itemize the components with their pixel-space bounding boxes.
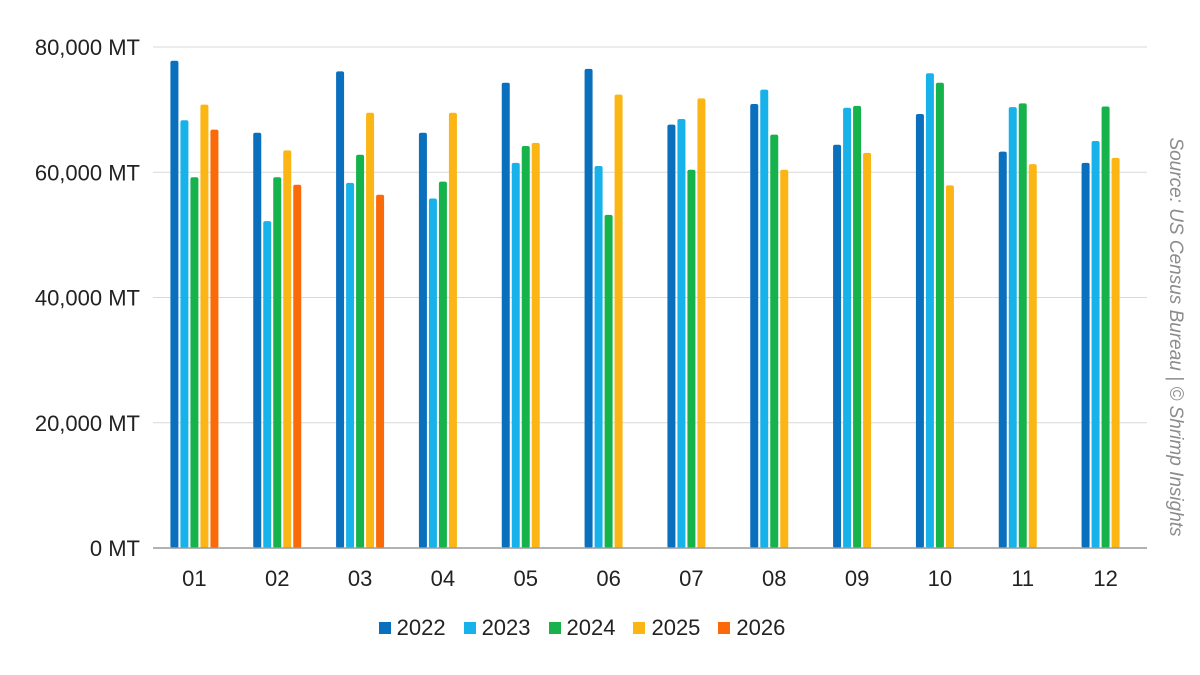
bar-2022-08 [750,103,759,549]
bar-2025-03 [366,112,375,548]
legend-swatch [718,622,731,634]
bar-2024-01 [190,177,199,548]
y-tick-label: 80,000 MT [35,35,140,60]
legend-swatch [378,622,391,634]
bar-2025-10 [945,185,954,548]
legend-item-2025: 2025 [633,615,700,641]
legend: 2022 2023 2024 2025 2026 [0,610,1182,646]
bar-2022-09 [833,144,842,548]
bar-2024-06 [604,214,613,548]
bar-2023-11 [1008,107,1017,549]
bar-2024-07 [687,169,696,548]
x-tick-label: 01 [182,566,206,591]
bar-2024-09 [853,105,862,549]
bar-2024-12 [1101,106,1110,549]
bar-2025-06 [614,94,623,548]
bar-2023-08 [760,89,769,549]
y-tick-label: 0 MT [90,536,140,561]
bar-2025-01 [200,104,209,549]
legend-label: 2026 [736,615,786,640]
y-tick-label: 20,000 MT [35,411,140,436]
legend-label: 2022 [396,615,446,640]
bar-2025-08 [780,169,789,548]
legend-item-2026: 2026 [718,615,785,641]
bar-2025-11 [1028,164,1037,548]
y-tick-label: 40,000 MT [35,286,140,311]
x-tick-label: 12 [1093,566,1117,591]
x-tick-label: 04 [431,566,455,591]
legend-label: 2025 [651,615,701,640]
source-text: Source: US Census Bureau | © Shrimp Insi… [1165,137,1186,537]
bar-2024-02 [273,177,282,548]
legend-item-2023: 2023 [463,615,531,641]
x-tick-label: 10 [928,566,952,591]
bar-2024-08 [770,134,779,549]
bar-2022-11 [998,151,1007,549]
bar-2023-09 [843,107,852,548]
bar-2024-11 [1018,103,1027,549]
bar-2025-09 [863,152,872,548]
bar-2025-12 [1111,157,1120,548]
bar-2022-04 [418,132,427,548]
legend-item-2022: 2022 [378,615,446,641]
legend-swatch [633,622,646,634]
bar-2024-03 [356,154,365,548]
x-tick-label: 11 [1011,566,1034,591]
bar-2023-07 [677,119,686,549]
legend-label: 2024 [566,615,616,640]
bar-2023-06 [594,165,603,549]
bar-2022-07 [667,124,676,548]
x-tick-label: 03 [348,566,372,591]
x-tick-label: 05 [514,566,538,591]
x-tick-label: 08 [762,566,786,591]
bar-2023-10 [925,73,934,549]
bar-2024-04 [438,181,447,549]
bar-2023-04 [428,198,437,549]
legend-swatch [463,622,476,634]
bar-2025-07 [697,98,706,548]
bar-2022-05 [501,82,510,548]
legend-label: 2023 [481,615,531,640]
bar-2023-01 [180,120,189,549]
bar-2023-12 [1091,140,1100,548]
bar-2024-10 [935,82,944,548]
bar-2026-01 [210,129,219,549]
bar-2022-03 [336,71,345,548]
bar-2023-05 [511,162,520,548]
bar-2022-02 [253,132,262,548]
legend-swatch [548,622,561,634]
bar-2022-10 [915,114,924,548]
bar-2025-05 [531,142,540,548]
bar-2026-03 [376,194,385,549]
bar-2023-02 [263,221,272,548]
x-tick-label: 07 [679,566,703,591]
bar-2022-12 [1081,162,1090,548]
x-tick-label: 02 [265,566,289,591]
x-tick-label: 06 [596,566,620,591]
y-tick-label: 60,000 MT [35,160,140,185]
bar-2024-05 [521,145,530,548]
bar-2025-04 [448,112,457,548]
x-tick-label: 09 [845,566,869,591]
legend-item-2024: 2024 [548,615,616,641]
bar-2025-02 [283,150,292,549]
bar-2026-02 [293,184,302,548]
bar-2022-01 [170,60,179,549]
bar-2022-06 [584,68,593,548]
bar-2023-03 [346,182,355,549]
